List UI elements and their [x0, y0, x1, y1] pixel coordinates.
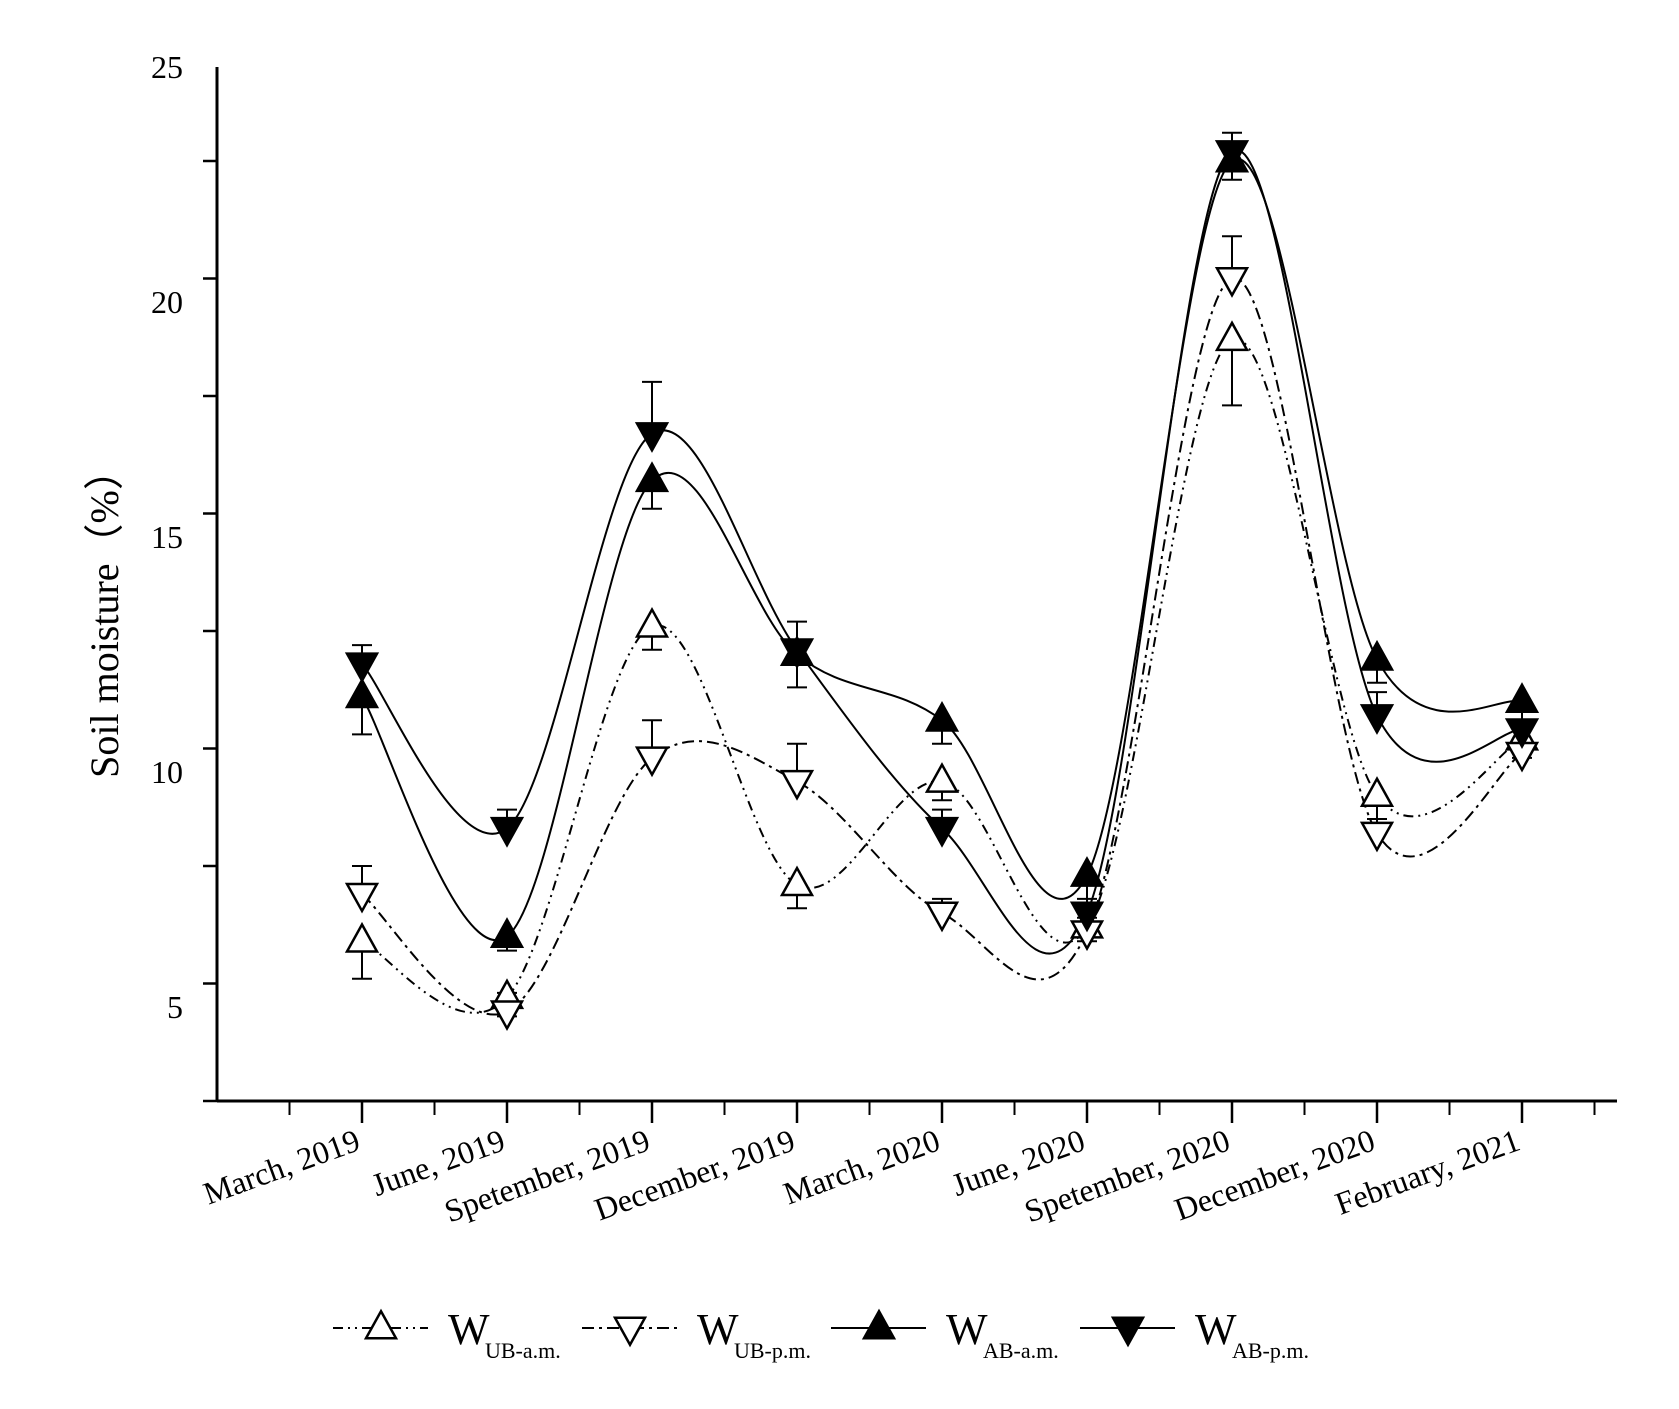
data-point: [344, 677, 380, 709]
data-point: [634, 422, 670, 453]
x-tick-label: March, 2019: [198, 1122, 364, 1212]
series-line-ab-am: [361, 157, 1523, 941]
y-tick-label: 15: [151, 519, 183, 555]
data-point: [1069, 856, 1105, 887]
data-point: [924, 700, 960, 732]
data-point: [924, 762, 960, 793]
data-point: [634, 746, 670, 778]
data-point: [1214, 266, 1250, 298]
data-point: [1504, 718, 1540, 750]
legend-sub-label: AB-p.m.: [1232, 1338, 1309, 1363]
data-point: [489, 816, 525, 848]
series-line-ab-pm: [361, 149, 1523, 955]
error-bars: [352, 131, 1532, 1018]
y-tick-label: 20: [151, 284, 183, 320]
data-point: [489, 1000, 525, 1032]
legend-sub-label: UB-a.m.: [485, 1338, 561, 1363]
data-point: [924, 816, 960, 848]
y-tick-label: 5: [167, 989, 183, 1025]
y-tick-label: 25: [151, 49, 183, 85]
data-point: [779, 638, 815, 670]
data-point: [1359, 821, 1395, 853]
data-point: [344, 921, 380, 953]
axes: [203, 67, 1617, 1123]
data-point: [1069, 901, 1105, 933]
data-point: [634, 461, 670, 493]
data-point: [779, 769, 815, 801]
legend-label: W: [448, 1305, 490, 1354]
legend: WUB-a.m. WUB-p.m. WAB-a.m. WAB-p.m.: [333, 1305, 1309, 1363]
series-line-ub-am: [361, 338, 1523, 1014]
legend-marker: [612, 1316, 648, 1348]
data-point: [344, 882, 380, 914]
data-point: [634, 606, 670, 638]
data-point: [779, 865, 815, 897]
data-point: [1359, 639, 1395, 671]
series-line-ub-pm: [361, 277, 1523, 1016]
data-point: [1214, 320, 1250, 352]
data-markers: [344, 140, 1540, 1032]
data-point: [344, 652, 380, 684]
data-point: [1504, 682, 1540, 714]
legend-marker: [363, 1308, 399, 1340]
legend-label: W: [1195, 1305, 1237, 1354]
legend-marker: [1110, 1316, 1146, 1348]
data-point: [1214, 140, 1250, 171]
data-point: [1359, 776, 1395, 808]
y-tick-label: 10: [151, 754, 183, 790]
series-lines: [361, 149, 1523, 1016]
legend-label: W: [697, 1305, 739, 1354]
legend-sub-label: AB-a.m.: [983, 1338, 1059, 1363]
legend-marker: [861, 1308, 897, 1340]
legend-label: W: [946, 1305, 988, 1354]
data-point: [489, 917, 525, 949]
x-tick-label: March, 2020: [778, 1122, 944, 1212]
legend-sub-label: UB-p.m.: [734, 1338, 811, 1363]
data-point: [924, 901, 960, 933]
data-point: [1359, 704, 1395, 735]
y-axis-title: Soil moisture（%）: [82, 450, 127, 778]
